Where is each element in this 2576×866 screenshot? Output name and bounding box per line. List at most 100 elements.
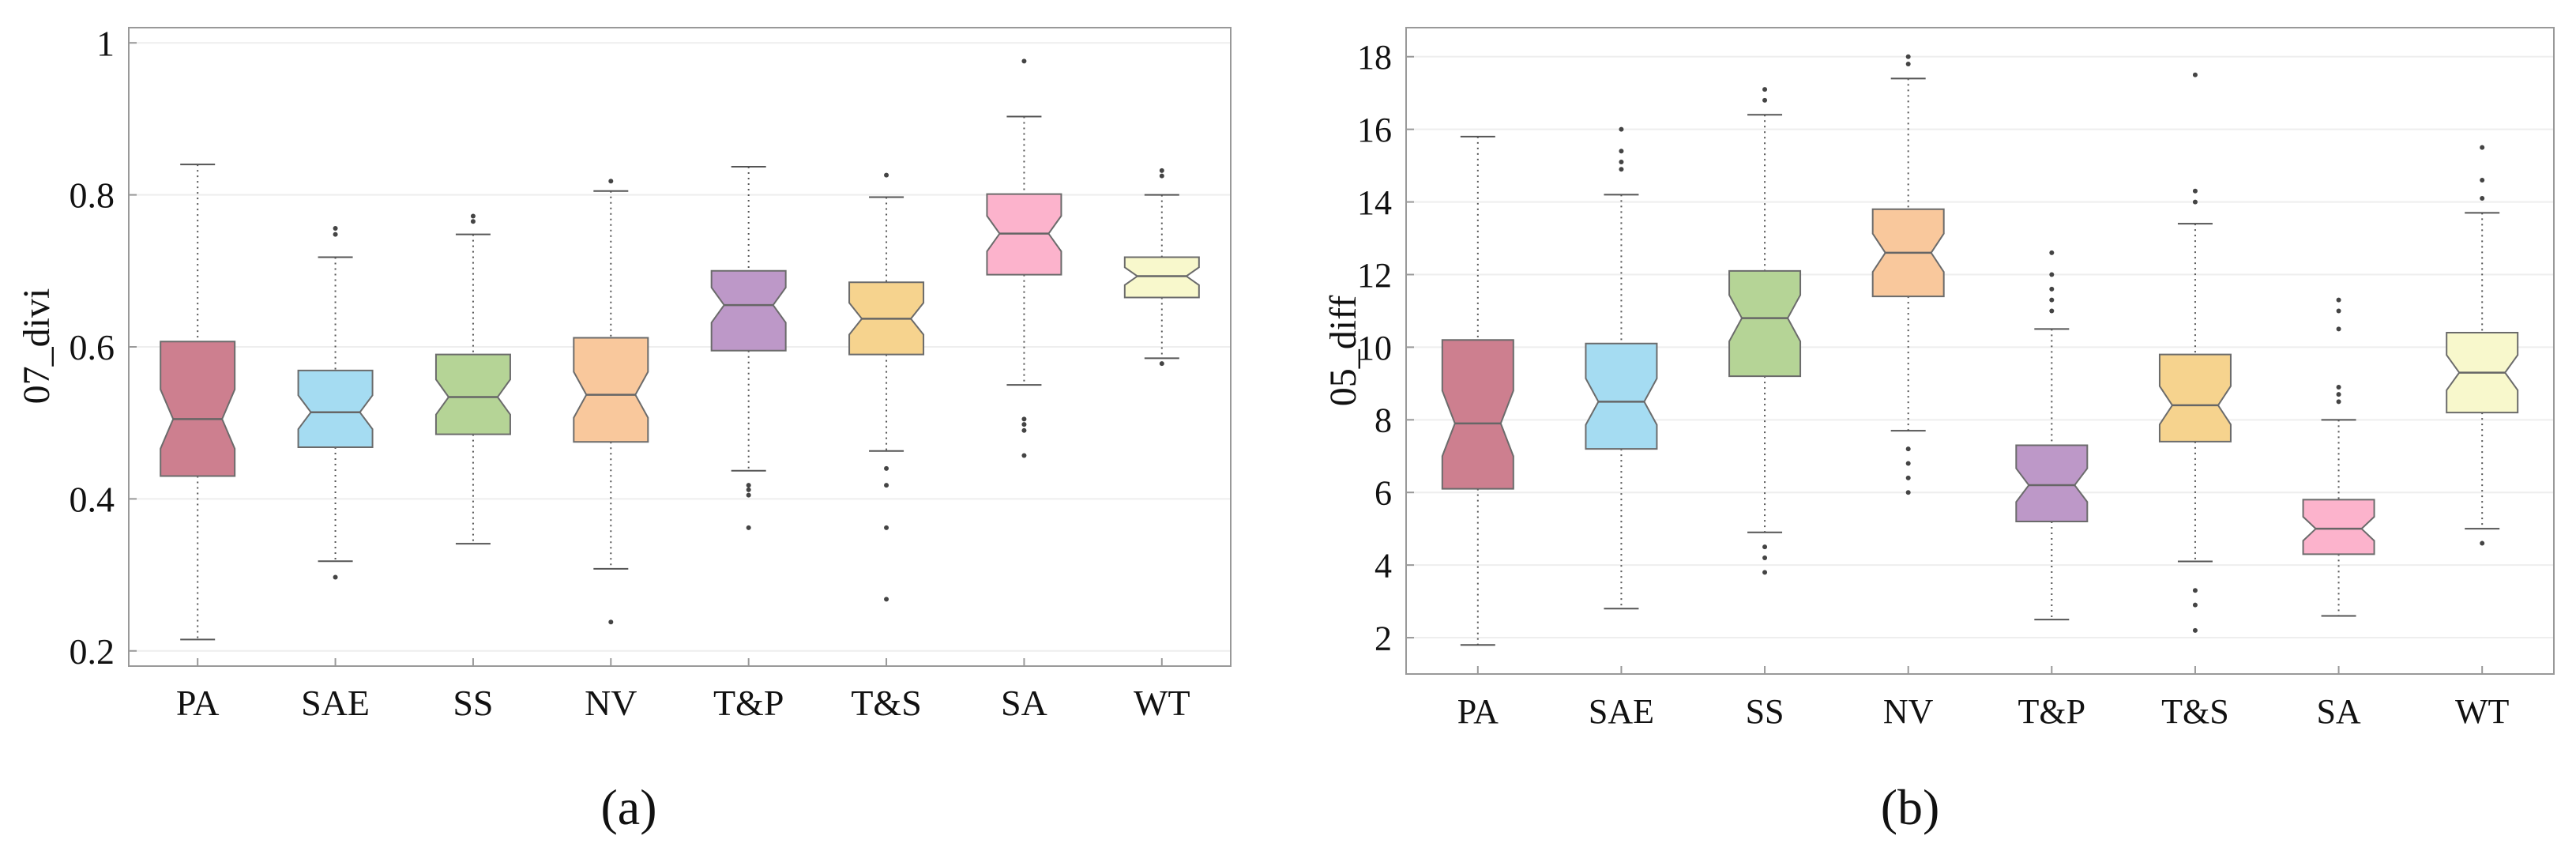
panel-a-outlier-point [746,483,751,488]
panel-b-box-body [2158,353,2232,442]
panel-b-outlier-point [1762,570,1768,575]
panel-a-outlier-point [1159,168,1164,173]
panel-b-outlier-point [1762,544,1768,550]
panel-a-outlier-point [1159,361,1164,367]
panel-b-outlier-point [2336,297,2341,303]
panel-a-x-tick-label: SAE [301,683,370,723]
panel-b-box-NV [1871,54,1945,495]
panel-b-outlier-point [2336,308,2341,314]
panel-a-box-NV [573,179,649,625]
panel-a-outlier-point [1021,58,1027,64]
panel-a-box-T&S [848,172,925,602]
panel-b-y-tick-label: 18 [1357,38,1392,77]
panel-b-outlier-point [1762,87,1768,92]
panel-a-box-SS [434,213,511,545]
panel-b-outlier-point [1619,167,1624,172]
panel-b-outlier-point [1619,160,1624,165]
panel-b-y-tick-label: 4 [1374,547,1392,585]
panel-a-outlier-point [884,172,889,178]
panel-b-outlier-point [2336,384,2341,390]
panel-b-outlier-point [2192,588,2198,593]
panel-a-gridlines [129,42,1231,666]
panel-a-outlier-point [1159,173,1164,179]
panel-a-outlier-point [746,492,751,498]
panel-b-outlier-point [2192,188,2198,194]
panel-b-x-tick-label: SA [2316,692,2360,731]
panel-a-outlier-point [884,597,889,602]
panel-b-y-tick-labels: 2 4 6 8 10 12 14 16 18 [1357,38,1392,657]
panel-b-outlier-point [2049,250,2055,255]
panel-b-y-tick-label: 8 [1374,401,1392,440]
panel-b-box-body [1728,269,1802,378]
panel-a-x-tick-label: SA [1001,683,1047,723]
panel-a-outlier-point [746,525,751,530]
panel-b-outlier-point [2049,272,2055,277]
panel-b-outlier-point [2192,627,2198,633]
panel-a-box-body [434,353,511,435]
panel-a-outlier-point [884,525,889,530]
panel-b-x-tick-label: SAE [1589,692,1654,731]
panel-b-x-tick-label: T&S [2161,692,2229,731]
panel-b-box-body [1585,342,1658,450]
panel-b-x-tick-label: NV [1883,692,1934,731]
panel-a-y-tick-label: 1 [96,23,115,63]
panel-a: 0.2 0.4 0.6 0.8 1 PA SAE SS NV T&P T&S SA WT 07_div… [16,23,1232,835]
panel-b-outlier-point [1905,461,1911,466]
panel-b-box-SA [2302,297,2375,617]
panel-a-box-body [160,341,236,477]
panel-b-y-tick-label: 10 [1357,329,1392,367]
panel-b-plot-frame [1405,27,2555,675]
panel-a-box-body [710,269,787,352]
panel-b-outlier-point [1762,97,1768,103]
panel-a-x-tick-label: WT [1134,683,1190,723]
panel-a-outlier-point [470,219,476,224]
panel-b-x-tick-label: T&P [2018,692,2086,731]
panel-a-outlier-point [1021,416,1027,422]
panel-b-box-PA [1441,135,1514,646]
panel-a-boxes [160,58,1200,641]
panel-b-outlier-point [2192,72,2198,77]
panel-b-x-tick-label: WT [2455,692,2510,731]
panel-a-outlier-point [884,465,889,471]
panel-a-x-tick-label: SS [453,683,493,723]
panel-a-outlier-point [333,232,338,237]
panel-a-box-SAE [297,225,374,580]
panel-b-outlier-point [2336,399,2341,405]
panel-a-box-body [1123,256,1200,299]
panel-b-outlier-point [2049,297,2055,303]
panel-b-box-SS [1728,87,1802,575]
panel-b-x-tick-labels: PA SAE SS NV T&P T&S SA WT [1457,692,2510,731]
panel-a-y-tick-label: 0.8 [70,175,115,216]
panel-a-x-tick-label: T&P [713,683,784,723]
panel-b-y-tick-label: 2 [1374,619,1392,657]
panel-b-outlier-point [1905,446,1911,452]
panel-b-y-tick-label: 16 [1357,111,1392,149]
panel-b-box-T&S [2158,72,2232,633]
panel-b-outlier-point [2336,392,2341,397]
panel-b-outlier-point [2480,195,2485,201]
panel-b-box-WT [2446,145,2519,546]
panel-b-label: (b) [1881,779,1940,835]
panel-b-outlier-point [2049,286,2055,292]
panel-a-outlier-point [333,225,338,231]
panel-a-box-SA [986,58,1062,458]
panel-a-outlier-point [884,483,889,488]
panel-b-y-tick-label: 14 [1357,183,1392,222]
panel-b-box-T&P [2015,250,2089,621]
panel-a-outlier-point [333,574,338,580]
panel-a-box-body [573,337,649,443]
panel-a-x-tick-label: NV [585,683,637,723]
panel-a-box-body [297,369,374,448]
panel-a-label: (a) [600,779,656,835]
panel-b-y-tick-label: 6 [1374,474,1392,513]
panel-b-outlier-point [1905,54,1911,59]
panel-b-outlier-point [1905,490,1911,495]
panel-b-outlier-point [2192,602,2198,608]
panel-b: 2 4 6 8 10 12 14 16 18 PA SAE SS NV T&P T&S SA WT 05_di… [1322,27,2555,835]
panel-b-box-SAE [1585,126,1658,610]
panel-b-outlier-point [2480,540,2485,546]
panel-b-outlier-point [1905,475,1911,480]
panel-a-x-tick-labels: PA SAE SS NV T&P T&S SA WT [176,683,1190,723]
panel-b-outlier-point [2336,326,2341,332]
